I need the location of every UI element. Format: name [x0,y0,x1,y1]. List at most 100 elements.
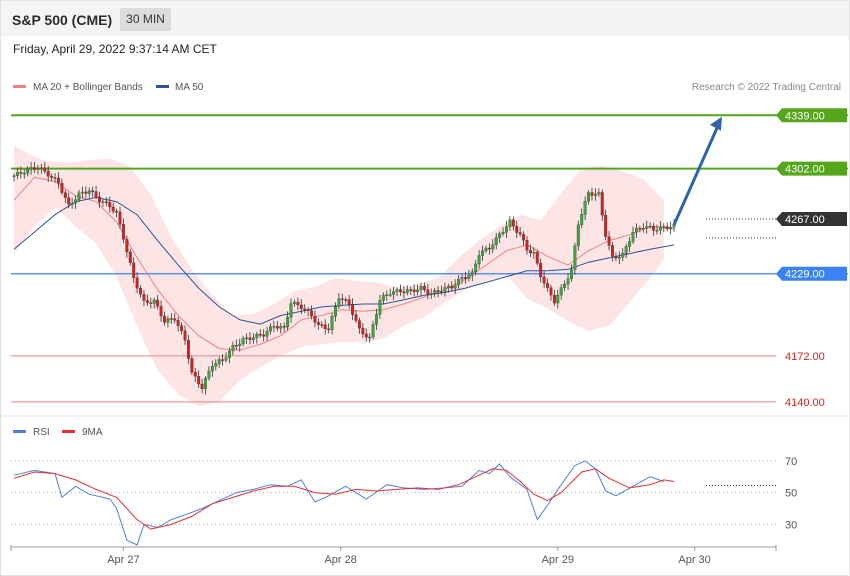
candle-body [487,247,491,250]
candle-body [22,173,26,175]
candle-body [118,211,122,225]
candle-body [638,227,642,230]
level-label-4229.00: 4229.00 [785,269,825,281]
candle-body [405,289,409,293]
candle-body [426,289,430,295]
candle-body [159,306,163,317]
candle-body [63,192,67,198]
candle-body [180,325,184,331]
candle-body [494,237,498,246]
candle-body [231,345,235,352]
candle-body [409,289,413,291]
candle-body [323,324,327,330]
candle-body [460,277,464,280]
candle-body [217,359,221,364]
candle-body [580,214,584,226]
x-axis-label: Apr 30 [678,554,710,566]
candle-body [542,276,546,284]
rsi-tick-30: 30 [785,519,797,531]
x-axis-label: Apr 27 [107,554,139,566]
candle-body [453,284,457,289]
candle-body [67,197,71,205]
candle-body [433,290,437,294]
candle-body [15,172,19,176]
candle-body [337,298,341,307]
main-panel: 4339.00 4302.00 4267.00 4229.00 4172.00 4140.… [11,108,848,409]
candle-body [207,371,211,379]
candle-body [183,330,187,341]
candle-body [556,294,560,304]
bollinger-band-area [14,145,664,407]
legend-label-rsi: RSI [33,427,50,438]
candle-body [665,226,669,230]
candle-body [327,328,331,331]
candle-body [340,298,344,300]
candle-body [238,343,242,346]
candle-body [457,278,461,286]
candle-body [347,299,351,305]
candle-body [200,383,204,390]
level-label-4140.00: 4140.00 [785,397,825,409]
candle-body [573,245,577,270]
candle-body [631,232,635,242]
candle-body [607,236,611,246]
candle-body [190,358,194,373]
level-label-4172.00: 4172.00 [785,351,825,363]
candle-body [19,172,23,174]
timeframe-badge[interactable]: 30 MIN [120,8,171,31]
candle-body [12,175,16,177]
candle-body [368,336,372,339]
rsi-tick-70: 70 [785,456,797,468]
candle-body [80,191,84,194]
candle-body [255,334,259,338]
candle-body [621,253,625,258]
rsi-tick-50: 50 [785,488,797,500]
candle-body [617,257,621,259]
candle-body [419,286,423,291]
candle-body [628,241,632,247]
candle-body [484,247,488,251]
candle-body [279,326,283,329]
candle-body [378,300,382,315]
candle-body [60,183,64,193]
candle-body [84,191,88,194]
candle-body [624,246,628,254]
candle-body [275,326,279,329]
candle-body [169,318,173,320]
candle-body [498,233,502,238]
candle-body [508,219,512,227]
candle-body [152,299,156,304]
candle-body [600,192,604,216]
x-axis-label: Apr 28 [324,554,356,566]
candle-body [511,219,515,227]
candle-body [491,244,495,250]
candle-body [429,293,433,295]
candle-body [583,201,587,215]
candle-body [515,226,519,233]
candle-body [388,294,392,296]
candle-body [251,337,255,340]
candle-body [522,234,526,241]
x-axis-label: Apr 29 [542,554,574,566]
candle-body [576,224,580,246]
forecast-arrow-head [709,116,722,131]
candle-body [292,301,296,304]
candle-body [193,372,197,377]
candle-body [214,363,218,367]
rsi-9ma-line [13,468,675,530]
legend-swatch-9ma [62,430,75,433]
candle-body [477,255,481,265]
candle-body [128,251,132,263]
candle-body [166,318,170,323]
candle-body [662,226,666,228]
candle-body [528,250,532,254]
legend-label-ma50: MA 50 [175,82,204,93]
candle-body [98,196,101,203]
candle-body [57,177,60,184]
candle-body [316,322,320,325]
candle-body [412,289,416,292]
candle-body [135,277,139,289]
candle-body [357,320,361,329]
candle-body [481,250,484,256]
